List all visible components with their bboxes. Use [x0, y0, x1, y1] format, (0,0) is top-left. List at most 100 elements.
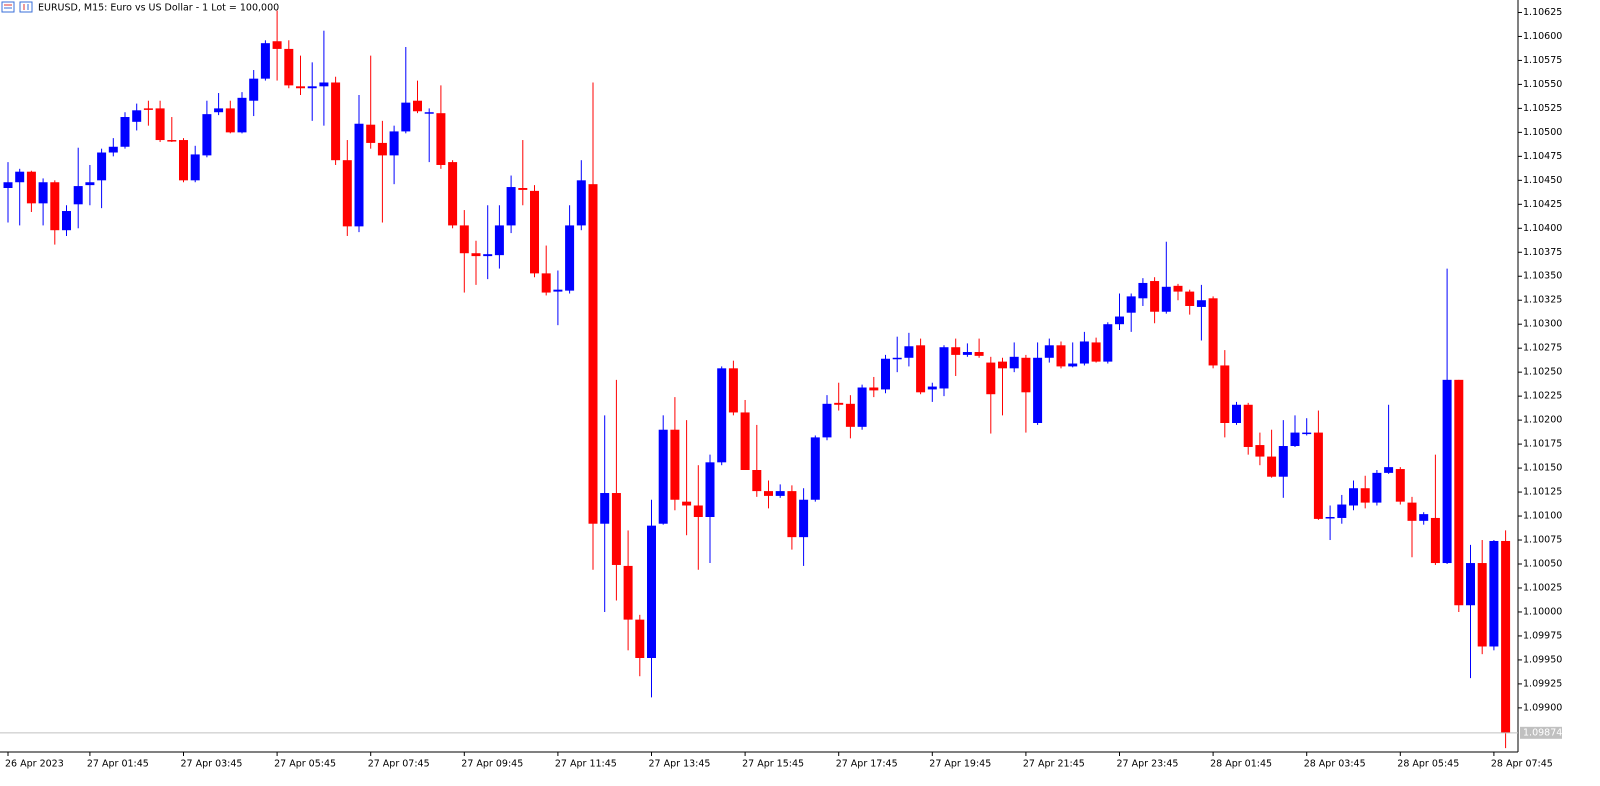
x-tick-label: 28 Apr 03:45: [1304, 759, 1366, 770]
y-tick-label: 1.09975: [1523, 630, 1562, 641]
candle-body: [916, 345, 926, 393]
x-tick-label: 27 Apr 11:45: [555, 759, 617, 770]
x-tick-label: 27 Apr 23:45: [1117, 759, 1179, 770]
y-tick-label: 1.10000: [1523, 606, 1562, 617]
candle-body: [1091, 342, 1101, 362]
candle-body: [1349, 488, 1358, 506]
candle-body: [1419, 514, 1429, 521]
icon: [19, 1, 33, 13]
candle-body: [1372, 472, 1382, 503]
x-tick-label: 26 Apr 2023: [5, 759, 64, 770]
candle-body: [611, 493, 621, 565]
candle-body: [541, 273, 551, 293]
y-tick-label: 1.10200: [1523, 415, 1562, 426]
candle-body: [38, 182, 48, 204]
candle-body: [377, 142, 387, 156]
candle-body: [752, 470, 762, 492]
candle-body: [1360, 488, 1370, 503]
candle-body: [869, 387, 879, 391]
y-tick-label: 1.10125: [1523, 487, 1562, 498]
candle-body: [834, 402, 844, 405]
candle-body: [974, 352, 984, 356]
candle-body: [179, 140, 188, 181]
candle-body: [658, 429, 668, 524]
candle-body: [799, 499, 809, 538]
candle-body: [97, 152, 107, 181]
candle-body: [319, 82, 329, 87]
candle-body: [1126, 296, 1136, 313]
x-tick-label: 28 Apr 07:45: [1491, 759, 1553, 770]
candle-body: [1021, 357, 1031, 393]
candle-body: [50, 182, 60, 231]
y-tick-label: 1.09925: [1523, 678, 1562, 689]
y-tick-label: 1.10225: [1523, 391, 1562, 402]
x-tick-label: 27 Apr 13:45: [649, 759, 711, 770]
candle-body: [647, 525, 656, 658]
candle-body: [670, 429, 680, 500]
candle-body: [1208, 298, 1218, 366]
y-tick-label: 1.10575: [1523, 55, 1562, 66]
candle-body: [822, 403, 832, 438]
candle-body: [272, 41, 282, 49]
candle-body: [1056, 345, 1066, 367]
candle-body: [307, 86, 317, 89]
y-tick-label: 1.09950: [1523, 654, 1562, 665]
candle-body: [1278, 446, 1288, 477]
candle-body: [881, 358, 890, 390]
y-tick-label: 1.10375: [1523, 247, 1562, 258]
candle-body: [85, 182, 95, 186]
x-tick-label: 27 Apr 09:45: [461, 759, 523, 770]
candle-body: [120, 117, 130, 147]
candle-body: [728, 368, 738, 413]
y-tick-label: 1.10100: [1523, 511, 1562, 522]
candle-body: [354, 123, 364, 227]
y-tick-label: 1.10525: [1523, 103, 1562, 114]
candle-body: [1009, 356, 1019, 369]
candle-body: [73, 186, 83, 205]
x-tick-label: 27 Apr 07:45: [368, 759, 430, 770]
y-tick-label: 1.10500: [1523, 127, 1562, 138]
candle-body: [1501, 540, 1511, 733]
x-tick-label: 28 Apr 01:45: [1210, 759, 1272, 770]
y-tick-label: 1.10275: [1523, 343, 1562, 354]
y-tick-label: 1.10350: [1523, 271, 1562, 282]
candle-body: [1337, 504, 1347, 518]
candle-body: [260, 43, 270, 79]
y-tick-label: 1.10400: [1523, 223, 1562, 234]
candle-body: [401, 102, 411, 132]
x-tick-label: 27 Apr 01:45: [87, 759, 149, 770]
candle-body: [26, 171, 36, 204]
candle-body: [1302, 432, 1312, 435]
candle-body: [494, 225, 504, 256]
candle-body: [1407, 502, 1417, 521]
y-tick-label: 1.10150: [1523, 463, 1562, 474]
candle-body: [1196, 300, 1206, 307]
candle-body: [413, 100, 422, 112]
candle-body: [986, 362, 996, 395]
candle-body: [424, 112, 434, 114]
candle-body: [237, 97, 247, 133]
y-tick-label: 1.10300: [1523, 319, 1562, 330]
candle-body: [448, 162, 458, 226]
candle-body: [1454, 379, 1464, 606]
candle-body: [1466, 563, 1475, 606]
candle-body: [635, 619, 645, 658]
candle-body: [167, 140, 177, 142]
candle-body: [1103, 324, 1113, 362]
candle-body: [530, 190, 539, 274]
y-tick-label: 1.10475: [1523, 151, 1562, 162]
x-tick-label: 27 Apr 19:45: [929, 759, 991, 770]
x-tick-label: 27 Apr 21:45: [1023, 759, 1085, 770]
candle-body: [1115, 316, 1124, 325]
candle-body: [296, 86, 305, 89]
y-tick-label: 1.10250: [1523, 367, 1562, 378]
candle-body: [1150, 281, 1160, 312]
x-tick-label: 27 Apr 05:45: [274, 759, 336, 770]
candle-body: [1313, 432, 1323, 519]
candle-body: [693, 505, 703, 517]
y-tick-label: 1.10025: [1523, 582, 1562, 593]
last-price-box: [1520, 726, 1562, 739]
candle-body: [623, 565, 633, 620]
y-tick-label: 1.10425: [1523, 199, 1562, 210]
